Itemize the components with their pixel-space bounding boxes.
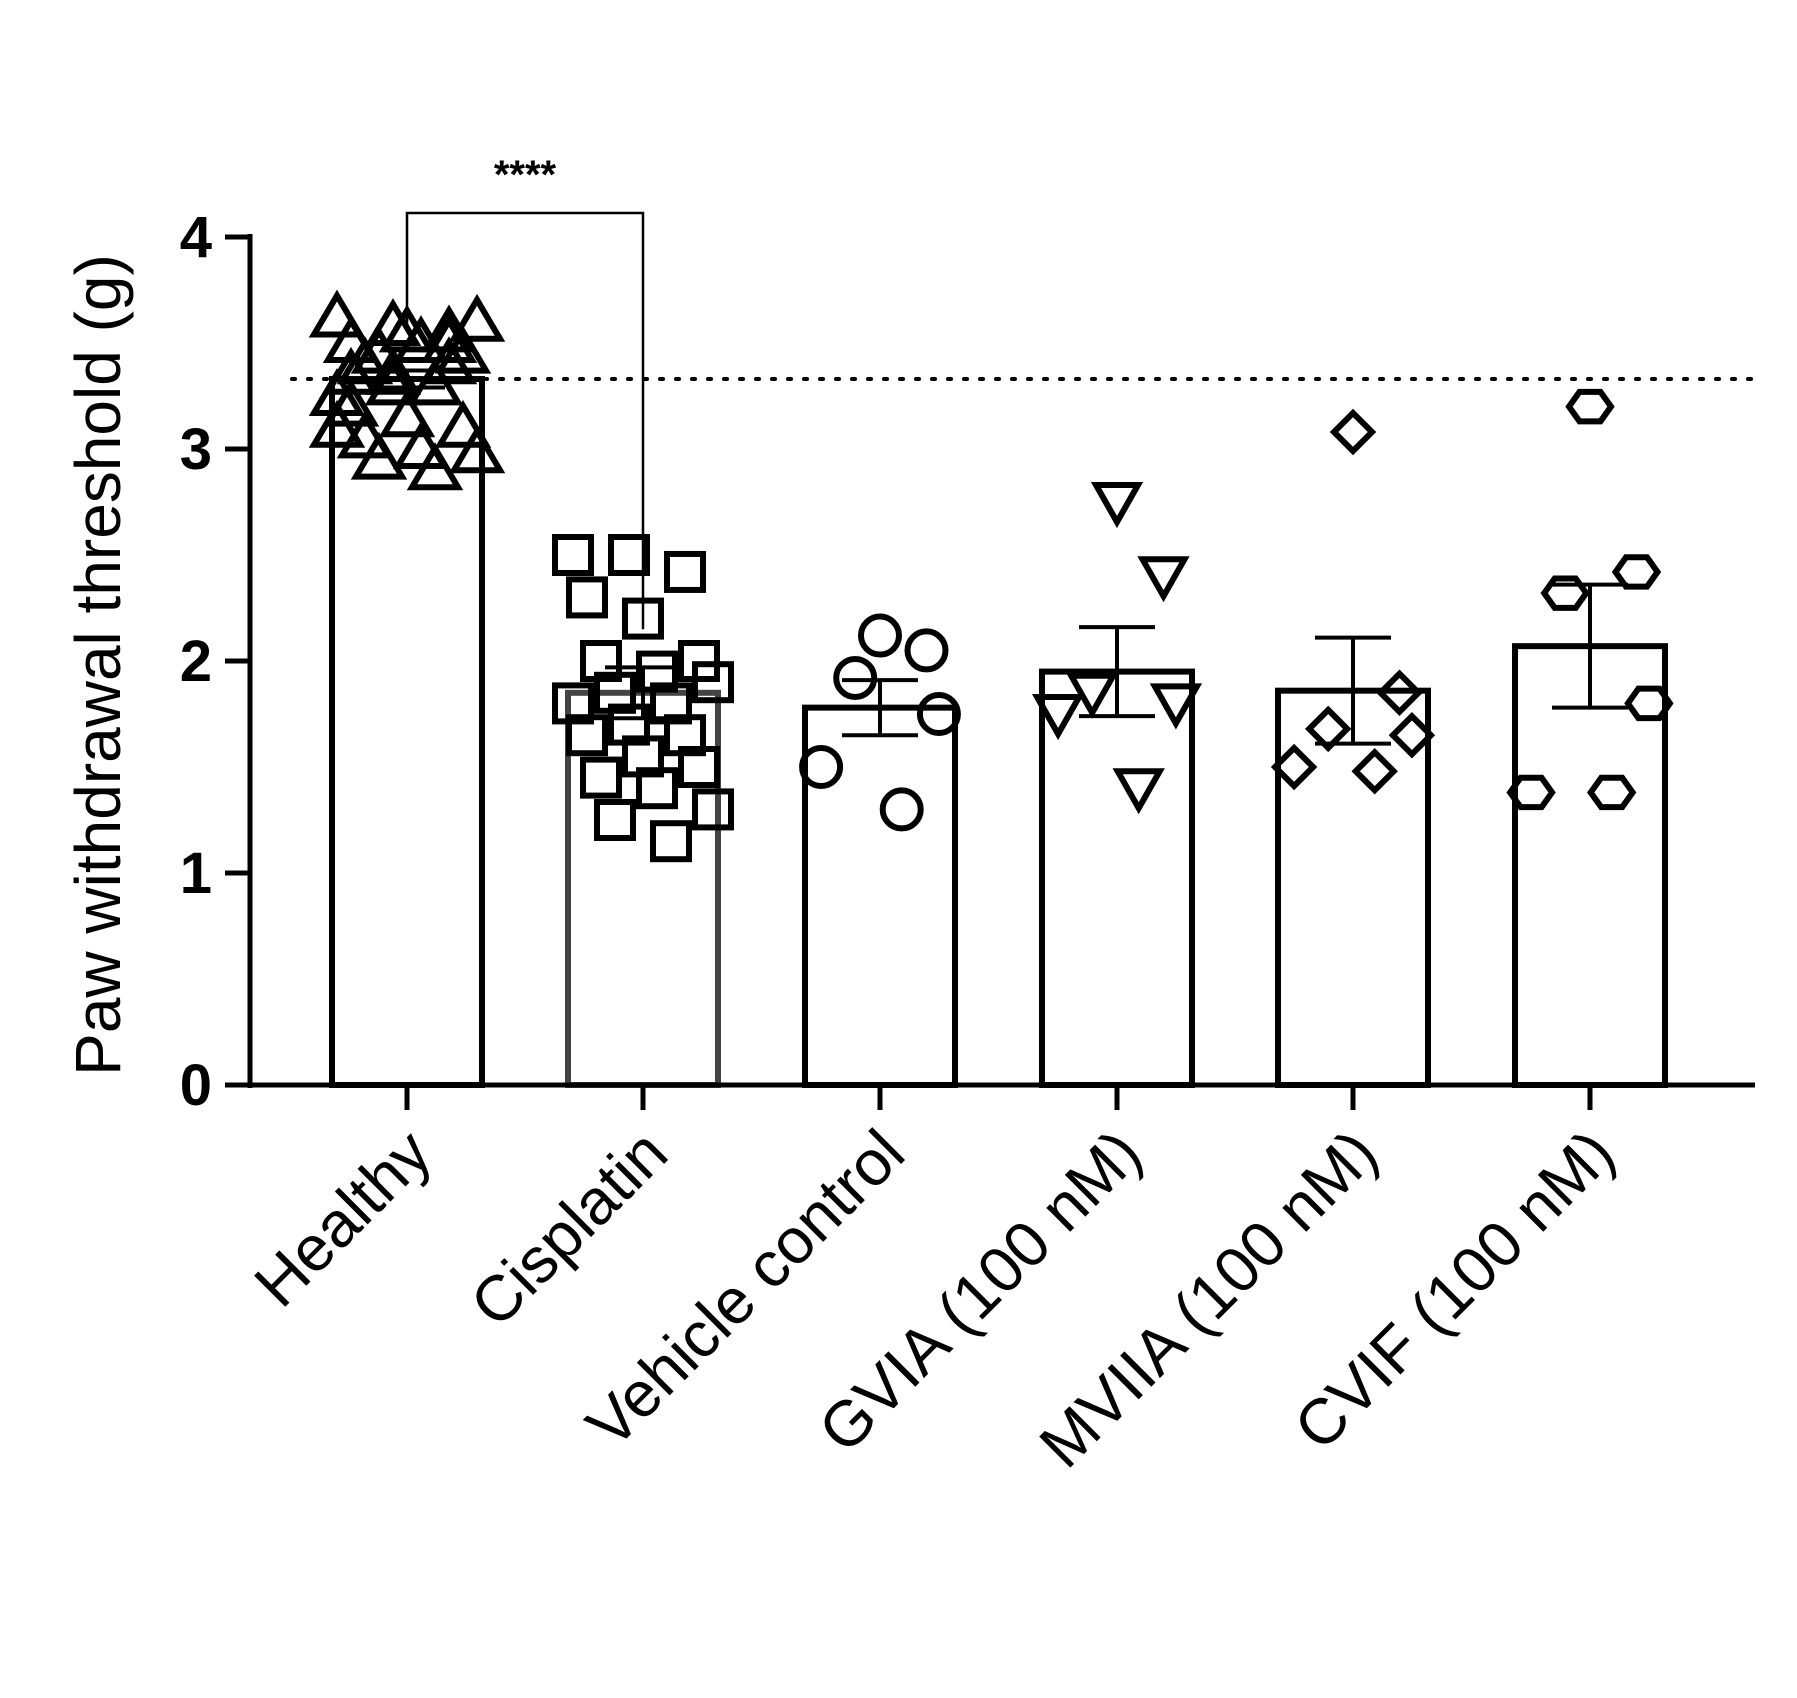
point-4-3	[1388, 711, 1436, 759]
point-1-0	[552, 534, 594, 576]
point-0-18	[392, 421, 450, 469]
axes-layer	[225, 234, 1755, 1110]
point-4-4	[1270, 743, 1318, 791]
point-5-3	[1624, 685, 1674, 722]
point-1-7	[636, 650, 678, 693]
point-1-21	[650, 820, 692, 863]
point-5-0	[1565, 388, 1615, 425]
point-1-8	[692, 661, 734, 704]
significance-label: ****	[494, 153, 557, 197]
point-0-8	[448, 293, 506, 342]
y-tick-label-3: 3	[180, 417, 212, 482]
points-layer	[308, 289, 1674, 863]
point-1-10	[650, 682, 692, 725]
point-1-5	[678, 640, 720, 682]
point-2-5	[879, 787, 924, 832]
point-0-12	[364, 346, 422, 395]
point-5-2	[1540, 575, 1590, 611]
point-1-13	[664, 714, 706, 757]
x-tick-label-1: Cisplatin	[456, 1116, 680, 1340]
point-0-3	[322, 315, 380, 363]
point-0-14	[322, 378, 380, 427]
point-0-24	[420, 315, 478, 363]
y-tick-label-0: 0	[180, 1053, 212, 1118]
point-1-12	[608, 703, 650, 746]
point-0-19	[448, 425, 506, 474]
y-tick-label-2: 2	[180, 629, 212, 694]
significance-bracket	[405, 211, 645, 630]
x-tick-label-0: Healthy	[241, 1116, 445, 1320]
point-0-7	[392, 315, 450, 363]
point-3-1	[1137, 556, 1190, 603]
point-1-15	[622, 735, 664, 778]
point-0-23	[364, 357, 422, 406]
bar-5	[1512, 643, 1668, 1088]
point-2-0	[858, 613, 902, 658]
significance-layer: ****	[405, 153, 645, 630]
bar-2	[802, 704, 958, 1088]
point-0-22	[308, 399, 366, 448]
point-1-1	[608, 534, 650, 576]
point-5-5	[1587, 774, 1637, 811]
point-4-2	[1304, 705, 1352, 753]
point-0-20	[350, 431, 408, 480]
point-1-18	[636, 767, 678, 810]
y-tick-label-1: 1	[180, 841, 212, 906]
bars-layer	[329, 376, 1668, 1089]
y-axis-title: Paw withdrawal threshold (g)	[62, 254, 134, 1076]
point-1-9	[594, 671, 636, 714]
point-1-16	[678, 746, 720, 788]
point-5-4	[1506, 774, 1556, 811]
point-5-1	[1611, 554, 1662, 590]
point-0-15	[378, 389, 436, 438]
point-1-6	[580, 640, 622, 682]
point-0-9	[350, 325, 408, 374]
point-0-25	[322, 346, 380, 395]
point-3-3	[1149, 683, 1203, 730]
point-2-4	[799, 745, 844, 789]
y-tick-label-4: 4	[180, 205, 212, 270]
point-0-16	[434, 399, 492, 448]
point-0-0	[308, 289, 366, 338]
point-1-11	[552, 682, 594, 725]
point-1-20	[594, 799, 636, 841]
point-1-19	[692, 788, 734, 831]
point-0-21	[406, 442, 464, 491]
point-4-1	[1376, 669, 1423, 717]
point-1-2	[664, 550, 706, 593]
point-3-5	[1112, 768, 1165, 815]
point-1-14	[566, 714, 608, 757]
point-2-1	[904, 628, 949, 673]
point-1-17	[580, 756, 622, 799]
bar-3	[1039, 668, 1195, 1088]
point-3-0	[1090, 482, 1144, 529]
point-2-2	[833, 655, 878, 700]
point-0-1	[364, 298, 422, 347]
point-3-4	[1031, 694, 1085, 741]
point-1-3	[566, 576, 608, 619]
point-4-0	[1329, 408, 1377, 456]
point-4-5	[1351, 747, 1398, 795]
point-2-3	[916, 692, 961, 736]
